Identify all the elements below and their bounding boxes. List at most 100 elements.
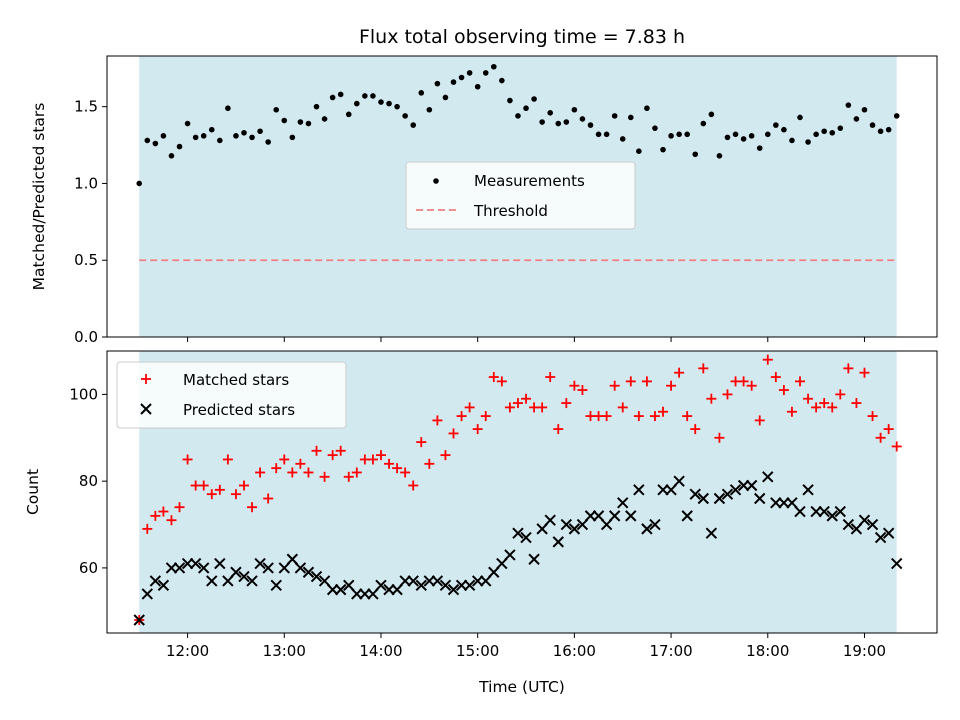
measurement-point: [756, 145, 763, 151]
measurement-point: [418, 90, 425, 96]
cross-b: [834, 505, 847, 518]
matched-star-point: [271, 463, 282, 474]
cross-b: [189, 557, 202, 570]
matched-star-point: [666, 380, 677, 391]
matched-star-point: [512, 398, 523, 409]
predicted-star-point: [270, 579, 282, 591]
measurement-point: [676, 131, 682, 138]
predicted-star-point: [431, 575, 444, 587]
measurement-point: [337, 91, 344, 98]
matched-star-point: [561, 398, 572, 409]
predicted-star-point: [246, 575, 258, 587]
cross-b: [576, 518, 589, 531]
matched-star-point: [303, 467, 314, 478]
measurement-point: [684, 131, 690, 138]
matched-star-point: [206, 489, 217, 500]
predicted-star-point: [826, 510, 838, 522]
measurement-point: [217, 137, 223, 144]
measurement-point: [781, 126, 787, 133]
measurement-point: [877, 128, 884, 135]
cross-b: [334, 583, 347, 596]
cross-b: [866, 518, 879, 531]
predicted-star-point: [206, 575, 218, 587]
matched-star-point: [545, 372, 556, 383]
cross-b: [197, 562, 210, 574]
matched-star-point: [392, 463, 403, 474]
predicted-star-point: [496, 557, 508, 570]
matched-star-point: [658, 406, 669, 417]
measurement-point: [354, 100, 360, 107]
matched-star-point: [803, 393, 814, 404]
measurement-point: [619, 136, 626, 142]
cross-b: [697, 492, 710, 505]
cross-b: [246, 575, 258, 587]
x-axis-label: Time (UTC): [478, 678, 565, 696]
cross-b: [173, 562, 186, 574]
measurement-point: [281, 117, 288, 124]
predicted-star-point: [488, 566, 500, 578]
matched-star-point: [569, 380, 580, 391]
matched-star-point: [255, 467, 266, 478]
cross-b: [705, 527, 718, 539]
predicted-star-point: [673, 475, 685, 487]
matched-star-point: [488, 372, 499, 383]
measurement-point: [652, 125, 658, 131]
matched-star-point: [464, 402, 475, 413]
cross-b: [786, 497, 798, 509]
cross-b: [552, 536, 564, 548]
matched-star-point: [496, 376, 507, 387]
matched-star-point: [714, 432, 725, 443]
matched-star-point: [778, 385, 789, 396]
predicted-star-point: [834, 505, 847, 518]
matched-star-point: [142, 523, 153, 534]
measurement-point: [450, 79, 457, 85]
measurement-point: [724, 134, 731, 141]
measurement-point: [837, 125, 844, 131]
matched-star-point: [150, 510, 161, 521]
predicted-star-point: [480, 575, 492, 587]
measurement-point: [869, 122, 876, 128]
measurement-point: [547, 110, 554, 116]
predicted-star-point: [214, 557, 226, 570]
measurement-point: [644, 105, 650, 112]
cross-b: [391, 583, 403, 596]
matched-star-point: [835, 389, 846, 400]
predicted-star-point: [415, 579, 427, 591]
measurement-point: [273, 106, 280, 113]
predicted-star-point: [318, 575, 331, 587]
measurement-point: [660, 146, 666, 153]
matched-star-point: [214, 484, 225, 495]
predicted-star-point: [689, 488, 701, 500]
cross-b: [140, 403, 152, 415]
predicted-star-point: [463, 579, 476, 591]
matched-star-point: [754, 415, 765, 426]
measurement-point: [636, 148, 642, 155]
measurement-point: [805, 139, 811, 145]
measurement-point: [394, 103, 400, 110]
predicted-star-point: [874, 531, 887, 544]
predicted-star-point: [641, 523, 653, 535]
cross-b: [447, 583, 460, 596]
measurement-point: [773, 122, 779, 128]
measurement-point: [587, 122, 594, 128]
predicted-star-point: [544, 514, 556, 526]
predicted-star-point: [858, 514, 871, 526]
x-tick-label: 14:00: [359, 642, 402, 660]
y-tick-label: 1.5: [74, 98, 98, 116]
cross-b: [665, 484, 677, 496]
predicted-star-point: [262, 562, 274, 574]
cross-b: [496, 557, 508, 570]
cross-b: [488, 566, 500, 578]
matched-star-point: [786, 406, 797, 417]
measurement-point: [144, 137, 151, 144]
matched-star-point: [375, 450, 386, 461]
cross-b: [762, 471, 774, 483]
cross-b: [608, 510, 621, 522]
matched-star-point: [690, 424, 701, 435]
predicted-star-point: [842, 518, 855, 531]
measurement-point: [627, 114, 634, 121]
matched-star-point: [682, 411, 693, 422]
predicted-star-point: [850, 523, 863, 535]
y-tick-label: 0.0: [74, 328, 98, 346]
